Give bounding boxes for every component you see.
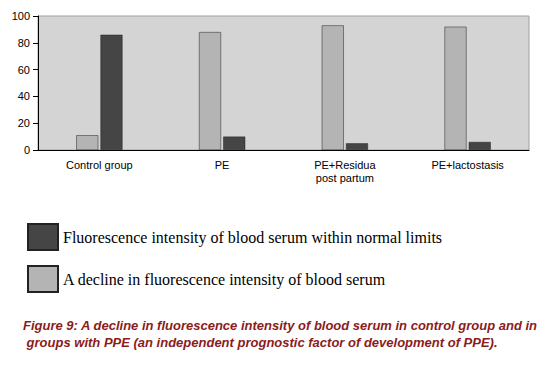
svg-text:PE+lactostasis: PE+lactostasis bbox=[431, 159, 504, 171]
svg-text:groups with PPE (an independen: groups with PPE (an independent prognost… bbox=[23, 335, 498, 350]
svg-text:80: 80 bbox=[18, 37, 30, 49]
svg-text:Control group: Control group bbox=[66, 159, 133, 171]
svg-text:20: 20 bbox=[18, 117, 30, 129]
svg-text:PE+Residua: PE+Residua bbox=[314, 159, 376, 171]
svg-text:0: 0 bbox=[24, 144, 30, 156]
svg-text:Fluorescence intensity of bloo: Fluorescence intensity of blood serum wi… bbox=[63, 229, 442, 247]
svg-text:PE: PE bbox=[215, 159, 230, 171]
svg-text:100: 100 bbox=[12, 10, 30, 22]
svg-text:40: 40 bbox=[18, 90, 30, 102]
svg-text:Figure 9: A decline in fluores: Figure 9: A decline in fluorescence inte… bbox=[23, 318, 537, 333]
svg-text:post partum: post partum bbox=[316, 172, 374, 184]
svg-text:60: 60 bbox=[18, 64, 30, 76]
svg-text:A decline in fluorescence inte: A decline in fluorescence intensity of b… bbox=[63, 271, 386, 289]
